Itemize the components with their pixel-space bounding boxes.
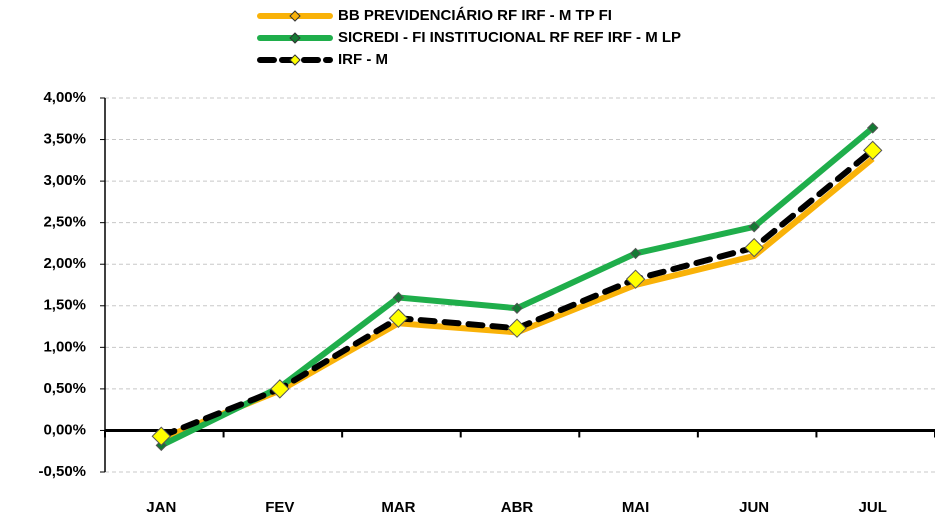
legend-marker [289, 54, 301, 66]
marker [270, 379, 290, 399]
marker [511, 302, 523, 314]
y-tick-label: 4,00% [43, 89, 86, 106]
x-tick-label: JAN [146, 499, 176, 516]
marker [388, 308, 409, 328]
legend-marker [289, 32, 301, 44]
marker [507, 318, 527, 338]
y-tick-label: 3,00% [43, 172, 86, 189]
y-tick-label: 1,50% [43, 297, 86, 314]
y-tick-label: -0,50% [38, 463, 86, 480]
y-tick-label: 1,00% [43, 338, 86, 355]
legend-marker [289, 10, 301, 22]
marker [867, 122, 879, 134]
y-tick-label: 3,50% [43, 131, 86, 148]
legend-label: SICREDI - FI INSTITUCIONAL RF REF IRF - … [338, 29, 681, 46]
x-tick-label: JUL [859, 499, 887, 516]
y-tick-label: 2,00% [43, 255, 86, 272]
y-tick-label: 0,00% [43, 421, 86, 438]
legend-label: IRF - M [338, 51, 388, 68]
x-tick-label: FEV [265, 499, 294, 516]
x-tick-label: MAR [381, 499, 415, 516]
y-tick-label: 2,50% [43, 214, 86, 231]
series-line [160, 156, 875, 442]
marker [744, 237, 764, 258]
marker [392, 291, 405, 304]
marker [629, 247, 642, 260]
x-tick-label: JUN [739, 499, 769, 516]
marker [625, 269, 646, 289]
x-tick-label: MAI [622, 499, 650, 516]
legend-label: BB PREVIDENCIÁRIO RF IRF - M TP FI [338, 7, 612, 24]
marker [863, 140, 883, 161]
y-tick-label: 0,50% [43, 380, 86, 397]
x-tick-label: ABR [501, 499, 534, 516]
marker [151, 426, 171, 446]
marker [748, 221, 760, 233]
